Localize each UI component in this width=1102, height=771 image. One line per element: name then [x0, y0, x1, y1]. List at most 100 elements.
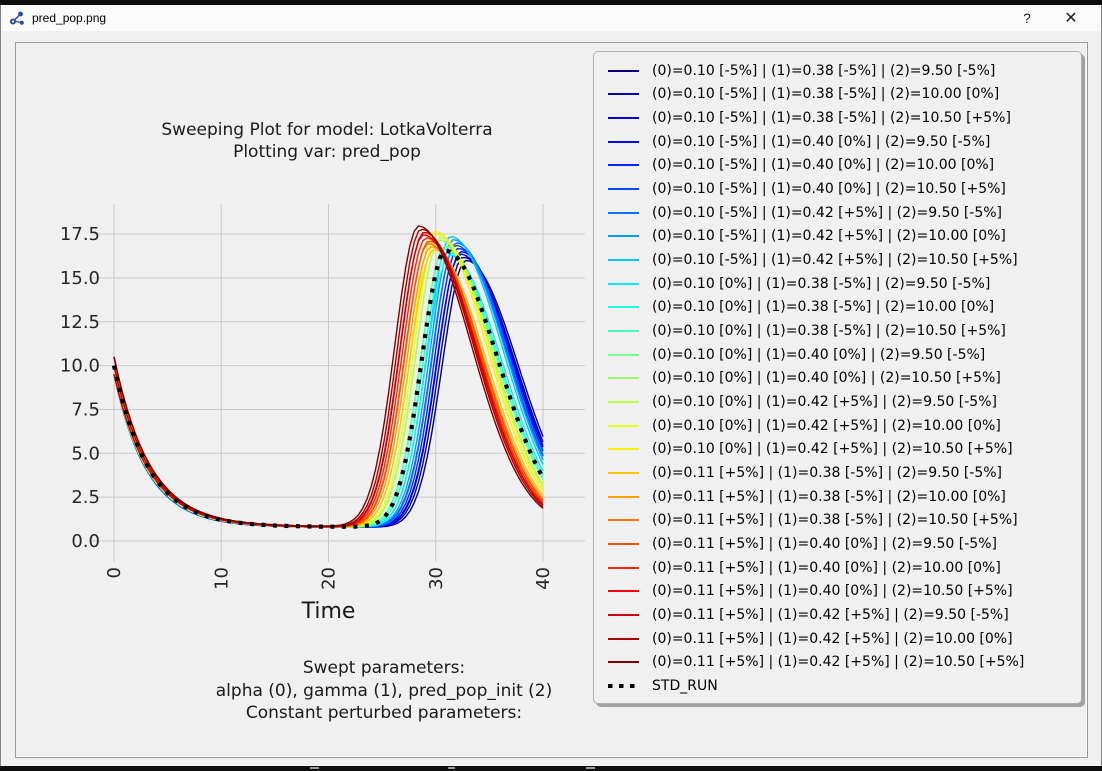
legend-item-label: (0)=0.10 [0%] | (1)=0.38 [-5%] | (2)=10.…: [652, 323, 1006, 340]
legend-item: (0)=0.11 [+5%] | (1)=0.40 [0%] | (2)=9.5…: [603, 532, 1077, 556]
legend-line-swatch: [608, 282, 639, 285]
y-axis-tick-labels: 0.0 2.5 5.0 7.5 10.0 12.5 15.0 17.5: [60, 224, 100, 552]
sweep-curve: [113, 225, 544, 527]
footer-line-3: Constant perturbed parameters:: [245, 703, 523, 724]
legend-item-label: (0)=0.11 [+5%] | (1)=0.38 [-5%] | (2)=10…: [652, 512, 1018, 529]
legend-item-label: (0)=0.10 [0%] | (1)=0.42 [+5%] | (2)=10.…: [652, 441, 1013, 458]
y-tick-label: 15.0: [60, 268, 100, 289]
legend-item: (0)=0.10 [0%] | (1)=0.40 [0%] | (2)=10.5…: [603, 367, 1077, 391]
legend-line-swatch: [608, 613, 639, 616]
legend-item-label: (0)=0.10 [-5%] | (1)=0.42 [+5%] | (2)=10…: [652, 228, 1006, 245]
legend-item-label: (0)=0.10 [0%] | (1)=0.42 [+5%] | (2)=9.5…: [652, 394, 997, 411]
legend-item: (0)=0.10 [-5%] | (1)=0.42 [+5%] | (2)=10…: [603, 248, 1077, 272]
legend-item: (0)=0.10 [0%] | (1)=0.38 [-5%] | (2)=10.…: [603, 296, 1077, 320]
legend-item-label: STD_RUN: [652, 677, 718, 694]
legend-line-swatch: [608, 235, 639, 238]
legend-line-swatch: [608, 164, 639, 167]
chart-canvas: 0.0 2.5 5.0 7.5 10.0 12.5 15.0 17.5 0 10 20 30 40 Tim…: [60, 204, 585, 624]
legend-line-swatch: [608, 448, 639, 451]
chart-title-line1: Sweeping Plot for model: LotkaVolterra: [161, 120, 493, 140]
legend-item-label: (0)=0.10 [-5%] | (1)=0.40 [0%] | (2)=10.…: [652, 157, 995, 174]
chart-title: Sweeping Plot for model: LotkaVolterra P…: [16, 119, 638, 163]
legend-item-label: (0)=0.11 [+5%] | (1)=0.42 [+5%] | (2)=9.…: [652, 606, 1009, 623]
legend-line-swatch: [608, 401, 639, 404]
legend-item: (0)=0.10 [-5%] | (1)=0.42 [+5%] | (2)=10…: [603, 225, 1077, 249]
chart-title-line2: Plotting var: pred_pop: [233, 142, 421, 162]
legend-item: (0)=0.10 [-5%] | (1)=0.42 [+5%] | (2)=9.…: [603, 201, 1077, 225]
legend-line-swatch: [608, 471, 639, 474]
x-axis-label: Time: [301, 599, 356, 624]
title-bar[interactable]: pred_pop.png ? ✕: [1, 5, 1101, 31]
y-tick-label: 7.5: [71, 399, 100, 420]
legend-item-label: (0)=0.10 [-5%] | (1)=0.40 [0%] | (2)=9.5…: [652, 133, 991, 150]
legend-item-label: (0)=0.11 [+5%] | (1)=0.40 [0%] | (2)=10.…: [652, 583, 1013, 600]
legend-item-label: (0)=0.11 [+5%] | (1)=0.40 [0%] | (2)=10.…: [652, 559, 1001, 576]
legend-item-label: (0)=0.10 [-5%] | (1)=0.38 [-5%] | (2)=9.…: [652, 62, 996, 79]
legend: (0)=0.10 [-5%] | (1)=0.38 [-5%] | (2)=9.…: [593, 51, 1082, 704]
x-axis-tick-labels: 0 10 20 30 40: [104, 567, 554, 590]
legend-item: (0)=0.10 [-5%] | (1)=0.38 [-5%] | (2)=9.…: [603, 59, 1077, 83]
legend-item: (0)=0.10 [0%] | (1)=0.42 [+5%] | (2)=10.…: [603, 438, 1077, 462]
legend-item: (0)=0.11 [+5%] | (1)=0.38 [-5%] | (2)=9.…: [603, 461, 1077, 485]
footer-line-1: Swept parameters:: [302, 658, 466, 678]
legend-item: (0)=0.10 [0%] | (1)=0.38 [-5%] | (2)=9.5…: [603, 272, 1077, 296]
footer-line-2: alpha (0), gamma (1), pred_pop_init (2): [215, 680, 553, 701]
legend-item-label: (0)=0.10 [0%] | (1)=0.38 [-5%] | (2)=9.5…: [652, 275, 991, 292]
legend-item: (0)=0.11 [+5%] | (1)=0.42 [+5%] | (2)=10…: [603, 650, 1077, 674]
y-tick-label: 10.0: [60, 356, 100, 377]
legend-item: (0)=0.11 [+5%] | (1)=0.40 [0%] | (2)=10.…: [603, 556, 1077, 580]
legend-item: (0)=0.11 [+5%] | (1)=0.38 [-5%] | (2)=10…: [603, 485, 1077, 509]
legend-item: (0)=0.10 [-5%] | (1)=0.40 [0%] | (2)=10.…: [603, 154, 1077, 178]
legend-item-label: (0)=0.11 [+5%] | (1)=0.38 [-5%] | (2)=10…: [652, 488, 1006, 505]
legend-item-label: (0)=0.10 [0%] | (1)=0.38 [-5%] | (2)=10.…: [652, 299, 995, 316]
curves: [111, 225, 545, 529]
legend-line-swatch: [608, 306, 639, 309]
legend-item-label: (0)=0.10 [0%] | (1)=0.42 [+5%] | (2)=10.…: [652, 417, 1001, 434]
window-client-area: 0.0 2.5 5.0 7.5 10.0 12.5 15.0 17.5 0 10 20 30 40 Tim…: [1, 31, 1101, 766]
legend-line-swatch: [608, 330, 639, 333]
legend-line-swatch: [608, 661, 639, 664]
y-tick-label: 0.0: [71, 531, 100, 552]
legend-item-label: (0)=0.11 [+5%] | (1)=0.42 [+5%] | (2)=10…: [652, 654, 1025, 671]
legend-item-label: (0)=0.11 [+5%] | (1)=0.38 [-5%] | (2)=9.…: [652, 464, 1003, 481]
legend-line-swatch: [608, 93, 639, 96]
background-bottom-strip: [0, 766, 1102, 771]
gridlines: [92, 204, 585, 562]
legend-line-swatch: [608, 590, 639, 593]
background-artifact: [448, 767, 455, 769]
legend-item-label: (0)=0.11 [+5%] | (1)=0.42 [+5%] | (2)=10…: [652, 630, 1013, 647]
legend-line-swatch: [608, 140, 639, 143]
legend-line-swatch: [608, 353, 639, 356]
y-tick-label: 2.5: [71, 487, 100, 508]
legend-item: (0)=0.10 [0%] | (1)=0.40 [0%] | (2)=9.50…: [603, 343, 1077, 367]
legend-line-swatch: [608, 424, 639, 427]
help-button[interactable]: ?: [1023, 10, 1031, 26]
app-icon: [10, 11, 24, 25]
legend-item-label: (0)=0.11 [+5%] | (1)=0.40 [0%] | (2)=9.5…: [652, 535, 997, 552]
x-tick-label: 20: [319, 567, 340, 590]
y-tick-label: 12.5: [60, 312, 100, 333]
legend-item: (0)=0.11 [+5%] | (1)=0.38 [-5%] | (2)=10…: [603, 508, 1077, 532]
close-button[interactable]: ✕: [1064, 10, 1078, 27]
legend-line-swatch: [608, 683, 639, 688]
legend-item: (0)=0.10 [-5%] | (1)=0.38 [-5%] | (2)=10…: [603, 106, 1077, 130]
legend-item: (0)=0.11 [+5%] | (1)=0.42 [+5%] | (2)=10…: [603, 627, 1077, 651]
legend-item: (0)=0.10 [0%] | (1)=0.42 [+5%] | (2)=10.…: [603, 414, 1077, 438]
legend-item-label: (0)=0.10 [0%] | (1)=0.40 [0%] | (2)=10.5…: [652, 370, 1001, 387]
legend-item-label: (0)=0.10 [0%] | (1)=0.40 [0%] | (2)=9.50…: [652, 346, 986, 363]
x-tick-label: 40: [533, 567, 554, 590]
legend-item-label: (0)=0.10 [-5%] | (1)=0.42 [+5%] | (2)=9.…: [652, 204, 1003, 221]
x-tick-label: 10: [211, 567, 232, 590]
legend-line-swatch: [608, 566, 639, 569]
legend-item: (0)=0.11 [+5%] | (1)=0.40 [0%] | (2)=10.…: [603, 579, 1077, 603]
legend-line-swatch: [608, 519, 639, 522]
y-tick-label: 17.5: [60, 224, 100, 245]
legend-line-swatch: [608, 117, 639, 120]
std-run-curve: [111, 248, 545, 529]
background-top-strip: [0, 0, 1102, 5]
legend-item: (0)=0.10 [0%] | (1)=0.38 [-5%] | (2)=10.…: [603, 319, 1077, 343]
legend-line-swatch: [608, 495, 639, 498]
legend-item: (0)=0.10 [-5%] | (1)=0.38 [-5%] | (2)=10…: [603, 83, 1077, 107]
legend-line-swatch: [608, 637, 639, 640]
